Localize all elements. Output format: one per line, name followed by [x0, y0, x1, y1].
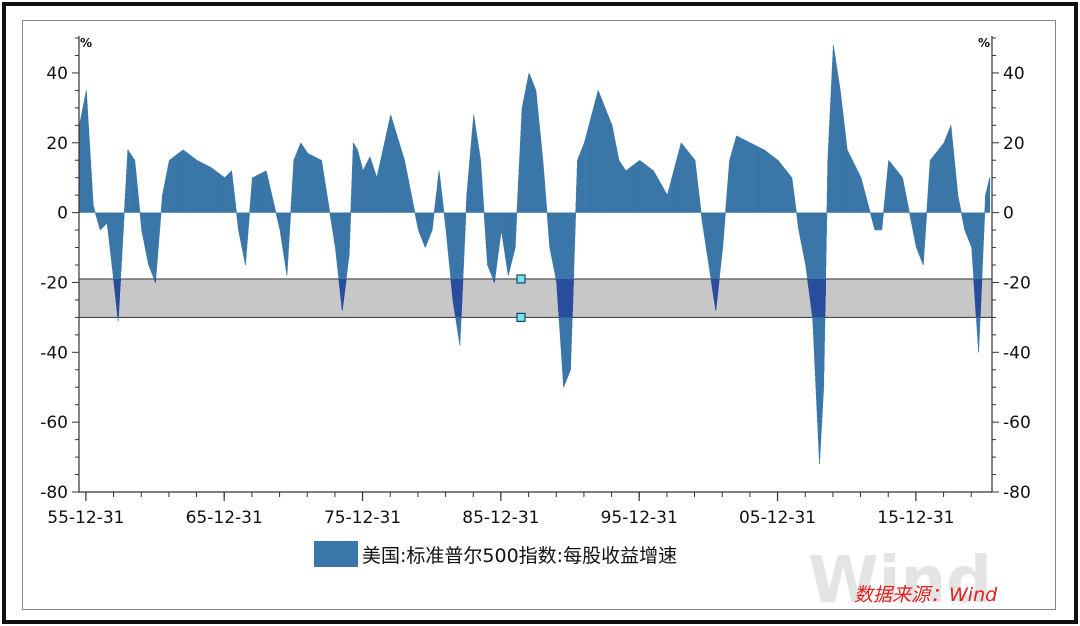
series-bar — [983, 212, 985, 221]
y-tick-label-right: -20 — [1003, 273, 1031, 293]
series-bar-highlight — [824, 278, 826, 297]
series-bar — [574, 212, 576, 228]
axis-layer — [72, 36, 999, 501]
series-bar — [826, 212, 827, 236]
series-bar — [289, 212, 291, 221]
band-handle-top[interactable] — [516, 274, 526, 284]
series-bar — [465, 212, 467, 220]
y-unit-right: % — [978, 36, 990, 50]
x-tick-label: 55-12-31 — [47, 508, 124, 528]
legend-swatch[interactable] — [314, 541, 358, 567]
series-bar — [443, 208, 444, 213]
series-bar — [984, 212, 986, 215]
y-tick-label-right: 40 — [1003, 64, 1025, 84]
series-bar — [882, 212, 884, 214]
watermark: Wind — [808, 544, 992, 618]
x-tick-label: 65-12-31 — [186, 508, 263, 528]
series-bar — [94, 211, 96, 213]
series-bar-highlight — [980, 278, 982, 290]
series-bar-highlight — [119, 278, 121, 282]
series-bar — [329, 210, 330, 213]
y-tick-label-right: -60 — [1003, 413, 1031, 433]
series-bar-highlight — [825, 278, 827, 282]
series-bar — [575, 212, 576, 219]
series-bar — [349, 212, 351, 225]
legend-label: 美国:标准普尔500指数:每股收益增速 — [362, 545, 677, 567]
series-bar — [290, 212, 291, 216]
y-tick-label-left: -80 — [40, 483, 68, 503]
y-tick-label-left: 20 — [46, 134, 68, 154]
highlight-band[interactable] — [78, 278, 993, 318]
series-bar — [123, 212, 125, 219]
series-bar — [869, 211, 871, 213]
x-tick-label: 95-12-31 — [601, 508, 678, 528]
series-bar — [248, 212, 250, 217]
series-bar — [414, 210, 415, 213]
y-tick-label-right: 20 — [1003, 134, 1025, 154]
series-bar — [795, 211, 797, 213]
series-bar — [139, 210, 141, 213]
y-tick-label-right: -80 — [1003, 483, 1031, 503]
series-bar — [139, 207, 140, 213]
series-bar — [443, 211, 445, 213]
y-unit-left: % — [80, 36, 92, 50]
series-bar — [235, 211, 237, 213]
y-tick-label-right: 0 — [1003, 204, 1014, 224]
series-bar — [160, 212, 162, 217]
series-bar — [516, 212, 518, 215]
x-tick-label: 85-12-31 — [462, 508, 539, 528]
series-bar — [483, 210, 485, 213]
series-bar-highlight — [572, 278, 574, 286]
series-bar-highlight — [119, 278, 121, 287]
series-bar-highlight — [462, 278, 464, 286]
series-bar — [516, 212, 518, 220]
series-bar — [433, 212, 435, 216]
series-bar — [700, 210, 702, 213]
series-bar — [908, 211, 910, 213]
series-bar — [960, 211, 962, 213]
series-bar — [414, 211, 416, 213]
series-bar — [433, 212, 435, 214]
y-tick-label-right: -40 — [1003, 343, 1031, 363]
y-tick-label-left: -40 — [40, 343, 68, 363]
y-tick-label-left: -60 — [40, 413, 68, 433]
series-bar — [123, 212, 125, 214]
series-bar-highlight — [981, 278, 983, 284]
series-bar — [925, 212, 927, 219]
source-label: 数据来源：Wind — [854, 584, 998, 606]
series-bar — [235, 208, 237, 213]
series-bar-highlight — [494, 278, 495, 283]
series-bar-highlight — [345, 278, 347, 282]
series-bar — [795, 209, 797, 213]
series-bar — [465, 212, 467, 214]
series-layer — [78, 44, 993, 465]
series-bar-highlight — [572, 278, 574, 295]
y-tick-label-left: -20 — [40, 273, 68, 293]
series-bar — [926, 212, 928, 215]
band-handle-bottom[interactable] — [516, 312, 526, 322]
series-bar-highlight — [718, 278, 720, 283]
y-tick-label-left: 0 — [57, 204, 68, 224]
series-bar — [960, 210, 962, 213]
x-tick-label: 05-12-31 — [739, 508, 816, 528]
series-bar — [826, 212, 828, 221]
series-bar — [546, 209, 548, 213]
x-tick-label: 15-12-31 — [877, 508, 954, 528]
series-bar-highlight — [155, 278, 156, 283]
series-bar — [724, 212, 726, 217]
label-layer: 40 40 20 20 0 0 -20 -20 -40 -40 -60 -60 -80 -80% % 55-1… — [40, 36, 1031, 528]
series-bar-highlight — [718, 278, 720, 281]
series-bar — [350, 212, 352, 218]
series-bar — [483, 206, 485, 213]
series-bar — [882, 212, 884, 217]
y-tick-label-left: 40 — [46, 64, 68, 84]
series-bar — [989, 177, 991, 213]
series-bar-highlight — [494, 278, 496, 281]
series-bar — [275, 211, 277, 213]
x-tick-label: 75-12-31 — [324, 508, 401, 528]
